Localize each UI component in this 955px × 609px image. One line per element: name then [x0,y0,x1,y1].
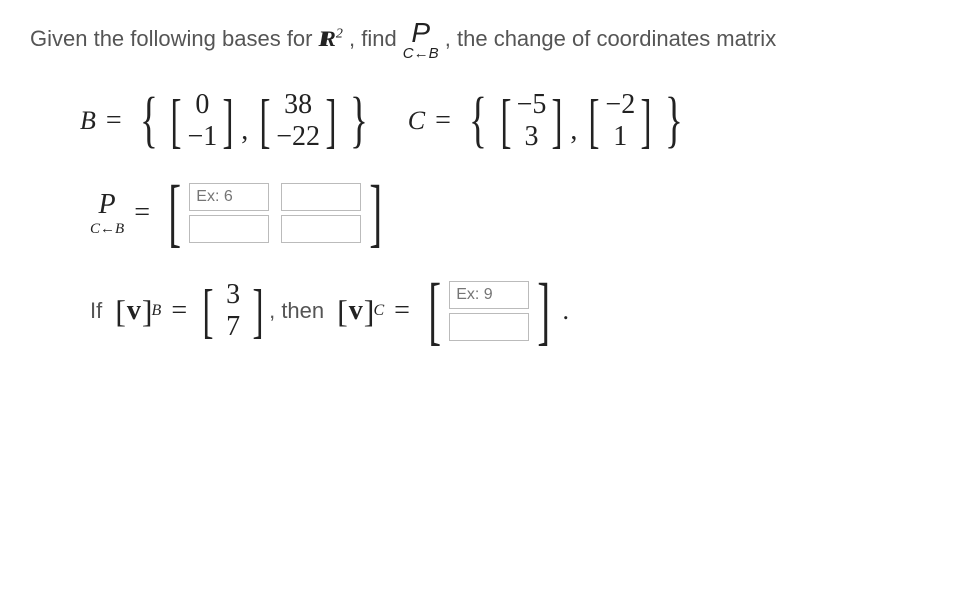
p-subscript: C←B [403,47,439,61]
vb-vec: 3 7 [219,279,247,343]
rbrace-icon: } [350,96,368,146]
eq-sign: = [106,105,122,137]
sub-b: B [152,302,162,320]
vc-input-2[interactable] [449,313,529,341]
eq-sign: = [394,295,410,327]
b-v1: 0 −1 [187,89,217,153]
if-then-row: If [ v ] B = [ 3 7 ] , then [ v ] C = [ … [90,279,925,343]
lbracket-icon: [ [337,299,348,323]
bases-row: B = { [ 0 −1 ] , [ 38 −22 ] } C = { [ −5… [80,89,925,153]
rbracket-icon: ] [538,283,551,340]
v-symbol: v [349,295,363,327]
q-mid: , find [349,26,403,51]
vc-input-1[interactable] [449,281,529,309]
p-matrix-input-21[interactable] [189,215,269,243]
question-text: Given the following bases for 2 , find P… [30,20,925,61]
lbracket-icon: [ [500,99,511,144]
v-symbol: v [127,295,141,327]
rbracket-icon: ] [641,99,652,144]
rbracket-icon: ] [370,185,383,242]
rbracket-icon: ] [223,99,234,144]
lbracket-icon: [ [428,283,441,340]
comma: , [570,115,577,153]
rbrace-icon: } [665,96,683,146]
q-prefix: Given the following bases for [30,26,319,51]
lbracket-icon: [ [203,289,214,334]
lbracket-icon: [ [171,99,182,144]
c-v2: −2 1 [605,89,635,153]
p-matrix-input-12[interactable] [281,183,361,211]
lbracket-icon: [ [589,99,600,144]
c-name: C [408,106,425,136]
lbrace-icon: { [140,96,158,146]
eq-sign: = [435,105,451,137]
p-with-sub: P C←B [90,189,124,238]
lbrace-icon: { [469,96,487,146]
eq-sign: = [134,197,150,229]
p-var: P [411,20,430,47]
lbracket-icon: [ [115,299,126,323]
comma: , [241,115,248,153]
c-v1: −5 3 [517,89,547,153]
rbracket-icon: ] [253,289,264,334]
if-label: If [90,298,102,324]
rbracket-icon: ] [552,99,563,144]
eq-sign: = [171,295,187,327]
period: . [563,296,570,326]
b-name: B [80,106,96,136]
q-suffix: , the change of coordinates matrix [445,26,776,51]
sub-c: C [373,302,384,320]
b-v2: 38 −22 [276,89,320,153]
p-matrix-row: P C←B = [ ] [90,183,925,243]
p-matrix-input-22[interactable] [281,215,361,243]
real-symbol [319,26,336,51]
basis-c: C = { [ −5 3 ] , [ −2 1 ] } [408,89,691,153]
rbracket-icon: ] [325,99,336,144]
basis-b: B = { [ 0 −1 ] , [ 38 −22 ] } [80,89,376,153]
then-label: , then [269,298,324,324]
lbracket-icon: [ [168,185,181,242]
lbracket-icon: [ [260,99,271,144]
p-matrix-input-11[interactable] [189,183,269,211]
exponent: 2 [336,27,343,42]
